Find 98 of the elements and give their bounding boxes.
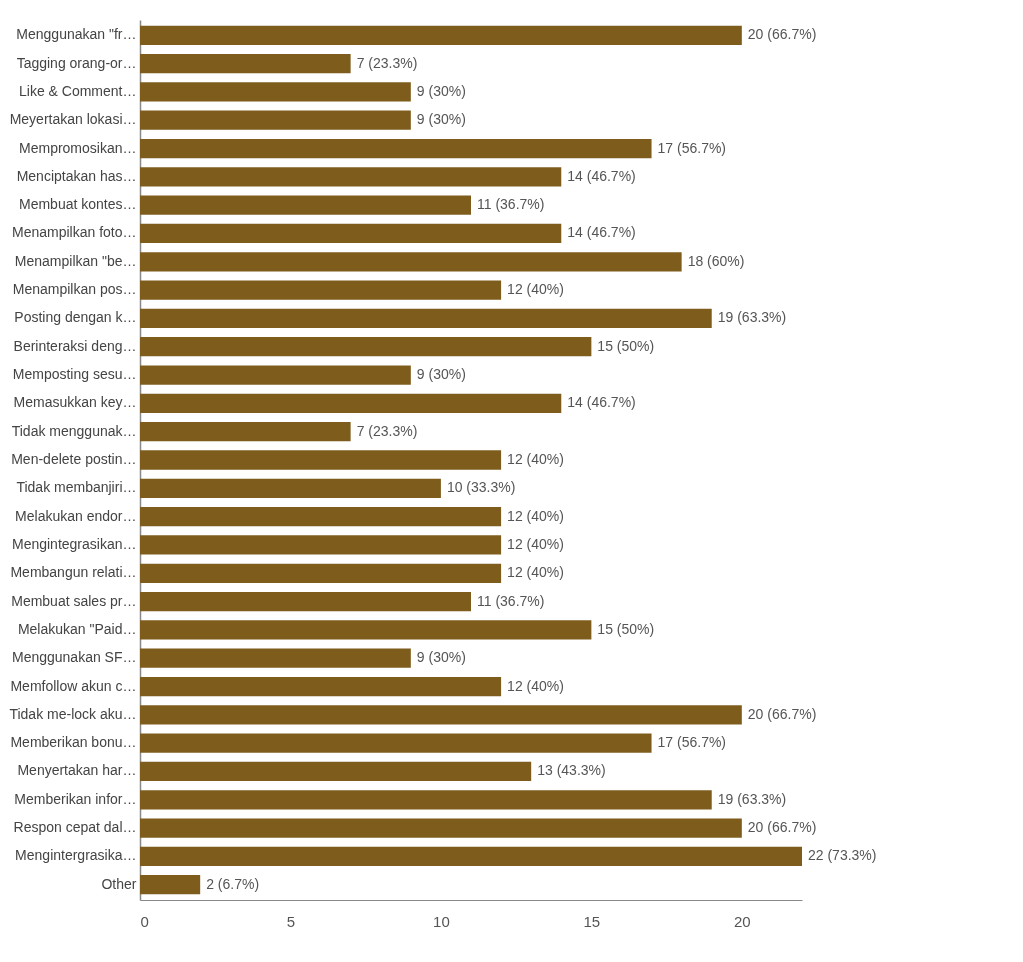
y-tick-label: Berinteraksi deng…	[13, 337, 137, 354]
bar	[140, 82, 411, 102]
data-label: 20 (66.7%)	[747, 26, 817, 43]
data-label: 18 (60%)	[687, 252, 745, 269]
bar	[140, 535, 502, 555]
data-label: 14 (46.7%)	[567, 224, 636, 241]
data-label: 19 (63.3%)	[717, 309, 787, 326]
bar	[140, 252, 682, 272]
bar	[140, 818, 742, 838]
bar	[140, 110, 411, 130]
y-tick-label: Tidak me-lock aku…	[9, 705, 137, 722]
data-label: 9 (30%)	[416, 111, 466, 128]
y-tick-label: Mempromosikan…	[19, 139, 137, 156]
y-tick-label: Memfollow akun c…	[10, 677, 137, 694]
data-label: 14 (46.7%)	[567, 167, 636, 184]
bar	[140, 591, 471, 612]
y-tick-label: Menggunakan "fr…	[16, 26, 137, 43]
y-tick-label: Tagging orang-or…	[16, 54, 137, 71]
data-label: 19 (63.3%)	[717, 790, 787, 807]
bar	[140, 195, 471, 215]
bar	[140, 422, 351, 442]
x-tick-label: 15	[583, 912, 601, 930]
data-label: 22 (73.3%)	[808, 847, 877, 864]
data-label: 9 (30%)	[416, 366, 466, 383]
y-tick-label: Men-delete postin…	[11, 451, 137, 467]
y-tick-label: Menyertakan har…	[17, 762, 137, 779]
bar	[140, 450, 502, 470]
y-tick-label: Memasukkan key…	[13, 394, 137, 411]
y-tick-label: Memposting sesu…	[12, 366, 137, 383]
y-tick-label: Memberikan bonu…	[10, 734, 137, 751]
bar	[140, 875, 201, 895]
data-label: 12 (40%)	[507, 535, 564, 552]
data-label: 20 (66.7%)	[747, 705, 817, 722]
y-tick-label: Membangun relati…	[10, 564, 137, 581]
x-tick-label: 5	[286, 912, 296, 930]
bar	[140, 167, 562, 187]
data-label: 2 (6.7%)	[206, 875, 260, 892]
data-label: 15 (50%)	[597, 620, 655, 637]
data-label: 12 (40%)	[507, 677, 564, 694]
data-label: 12 (40%)	[507, 451, 564, 467]
y-tick-label: Respon cepat dal…	[13, 819, 137, 836]
y-tick-label: Posting dengan k…	[14, 309, 137, 326]
y-tick-label: Tidak membanjiri…	[16, 479, 137, 496]
bar	[140, 705, 742, 725]
y-tick-label: Menampilkan pos…	[12, 281, 137, 298]
y-tick-label: Mengintergrasika…	[15, 847, 137, 864]
data-label: 7 (23.3%)	[356, 54, 418, 71]
y-tick-label: Other	[101, 875, 137, 892]
y-tick-label: Meyertakan lokasi…	[9, 111, 137, 128]
bar	[140, 25, 742, 45]
bar	[140, 733, 652, 753]
data-label: 13 (43.3%)	[537, 762, 606, 779]
y-tick-label: Memberikan infor…	[14, 790, 137, 807]
data-label: 11 (36.7%)	[477, 592, 545, 609]
bar	[140, 308, 712, 329]
bar	[140, 223, 562, 244]
y-tick-label: Melakukan endor…	[15, 507, 137, 524]
y-tick-label: Membuat kontes…	[19, 196, 137, 213]
bar	[140, 846, 802, 867]
x-tick-label: 10	[433, 912, 450, 930]
bar	[140, 563, 502, 583]
bar	[140, 365, 411, 385]
y-tick-label: Menciptakan has…	[16, 167, 137, 184]
data-label: 14 (46.7%)	[567, 394, 636, 411]
data-label: 10 (33.3%)	[446, 479, 516, 496]
data-label: 7 (23.3%)	[356, 422, 418, 439]
y-tick-label: Tidak menggunak…	[11, 422, 137, 439]
data-label: 12 (40%)	[507, 507, 564, 524]
bar	[140, 478, 441, 498]
y-tick-label: Menampilkan foto…	[11, 224, 137, 241]
y-tick-label: Menampilkan "be…	[14, 252, 137, 269]
data-label: 9 (30%)	[416, 649, 466, 666]
bar	[140, 53, 351, 74]
y-tick-label: Mengintegrasikan…	[11, 535, 137, 552]
bar	[140, 676, 502, 697]
y-tick-label: Like & Comment…	[19, 82, 137, 99]
x-tick-label: 0	[140, 912, 149, 930]
bar	[140, 507, 502, 527]
y-tick-label: Membuat sales pr…	[11, 592, 137, 609]
bar	[140, 138, 652, 159]
data-label: 9 (30%)	[416, 82, 466, 99]
data-label: 17 (56.7%)	[657, 139, 727, 156]
bar	[140, 648, 411, 668]
data-label: 12 (40%)	[507, 281, 564, 298]
data-label: 15 (50%)	[597, 337, 655, 354]
y-tick-label: Menggunakan SF…	[11, 649, 137, 666]
bar	[140, 393, 562, 413]
bar	[140, 761, 532, 782]
bar	[140, 280, 502, 300]
y-tick-label: Melakukan "Paid…	[17, 620, 137, 637]
bar	[140, 337, 592, 357]
bar	[140, 620, 592, 640]
data-label: 11 (36.7%)	[477, 196, 545, 213]
x-tick-label: 20	[733, 912, 751, 930]
data-label: 20 (66.7%)	[747, 819, 817, 836]
data-label: 12 (40%)	[507, 564, 564, 581]
data-label: 17 (56.7%)	[657, 734, 727, 751]
bar	[140, 790, 712, 810]
